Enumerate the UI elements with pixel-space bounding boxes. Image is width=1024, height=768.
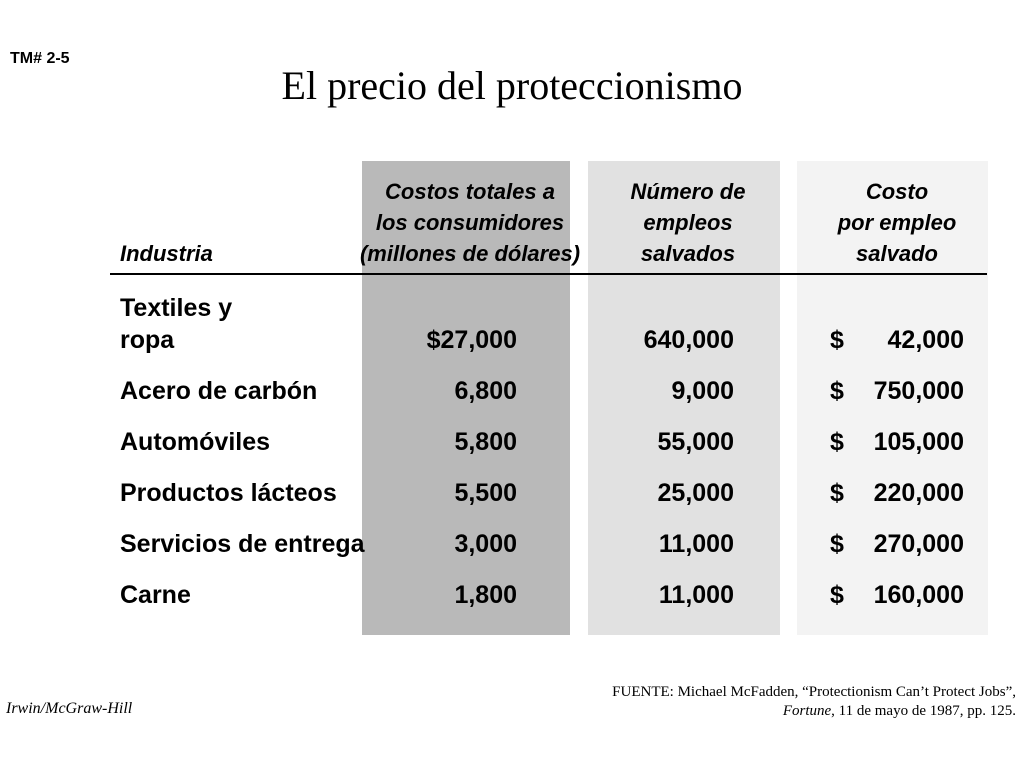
cell-total-cost: 5,800: [454, 428, 517, 456]
cell-total-cost: 3,000: [454, 530, 517, 558]
source-journal: Fortune: [782, 703, 832, 719]
table-row: Servicios de entrega 3,000 11,000 $ 270,…: [0, 519, 1024, 570]
cell-dollar-sign: $: [830, 428, 844, 456]
cell-cost-per-job: 220,000: [873, 479, 964, 507]
table-row: Carne 1,800 11,000 $ 160,000: [0, 570, 1024, 621]
cell-dollar-sign: $: [830, 479, 844, 507]
header-industry: Industria: [120, 241, 213, 266]
cell-industry: Productos lácteos: [120, 479, 337, 507]
jobs-saved-column-band: [588, 161, 780, 635]
table-row: Productos lácteos 5,500 25,000 $ 220,000: [0, 468, 1024, 519]
publisher-credit: Irwin/McGraw-Hill: [6, 700, 133, 717]
cell-industry: Carne: [120, 581, 191, 609]
cell-cost-per-job: 42,000: [887, 326, 964, 354]
cell-jobs-saved: 11,000: [658, 530, 734, 558]
cell-dollar-sign: $: [830, 326, 844, 354]
cell-total-cost: 5,500: [454, 479, 517, 507]
cell-cost-per-job: 270,000: [873, 530, 964, 558]
cell-dollar-sign: $: [830, 530, 844, 558]
cell-industry: Automóviles: [120, 428, 271, 456]
table-body: Textiles y ropa $27,000 640,000 $ 42,000…: [0, 290, 1024, 621]
source-suffix: , 11 de mayo de 1987, pp. 125.: [831, 703, 1016, 719]
cost-per-job-column-band: [797, 161, 988, 635]
total-cost-column-band: [362, 161, 570, 635]
source-prefix: FUENTE: Michael McFadden, “Protectionism…: [612, 684, 1016, 700]
cell-total-cost: 1,800: [454, 581, 517, 609]
header-jobs-saved: Número de empleos salvados: [630, 179, 746, 266]
cell-dollar-sign: $: [830, 581, 844, 609]
table-row: Textiles y ropa $27,000 640,000 $ 42,000: [0, 290, 1024, 366]
cell-jobs-saved: 55,000: [657, 428, 734, 456]
header-rule: [110, 273, 987, 275]
cell-cost-per-job: 160,000: [873, 581, 964, 609]
table-row: Automóviles 5,800 55,000 $ 105,000: [0, 417, 1024, 468]
slide-id: TM# 2-5: [10, 50, 70, 67]
cell-jobs-saved: 640,000: [643, 326, 734, 354]
cell-industry: Acero de carbón: [120, 377, 318, 405]
cell-cost-per-job: 105,000: [873, 428, 964, 456]
header-total-cost: Costos totales a los consumidores (millo…: [359, 179, 581, 266]
page-title: El precio del proteccionismo: [281, 63, 743, 108]
cell-total-cost: 6,800: [454, 377, 517, 405]
cell-jobs-saved: 11,000: [658, 581, 734, 609]
cell-jobs-saved: 9,000: [671, 377, 734, 405]
cell-jobs-saved: 25,000: [657, 479, 734, 507]
cell-cost-per-job: 750,000: [873, 377, 964, 405]
table-row: Acero de carbón 6,800 9,000 $ 750,000: [0, 366, 1024, 417]
cell-industry: Textiles y ropa: [120, 294, 233, 354]
cell-dollar-sign: $: [830, 377, 844, 405]
cell-total-cost: $27,000: [426, 326, 517, 354]
header-cost-per-job: Costo por empleo salvado: [837, 179, 957, 266]
cell-industry: Servicios de entrega: [120, 530, 365, 558]
source-citation: FUENTE: Michael McFadden, “Protectionism…: [596, 683, 1016, 721]
